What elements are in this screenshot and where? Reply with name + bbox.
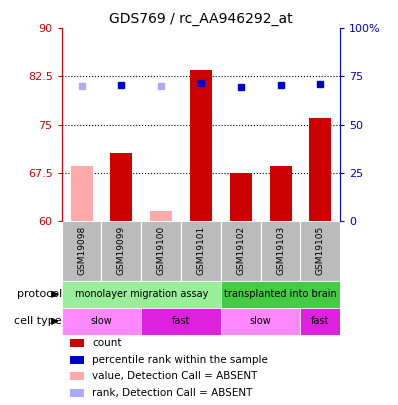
Text: GSM19101: GSM19101 [197, 226, 205, 275]
Bar [62, 281, 221, 308]
Text: protocol: protocol [17, 289, 62, 299]
Bar [70, 388, 84, 397]
Bar [62, 308, 141, 335]
Bar [71, 166, 92, 221]
Bar [300, 308, 340, 335]
Bar [221, 221, 261, 281]
Bar [101, 221, 141, 281]
Title: GDS769 / rc_AA946292_at: GDS769 / rc_AA946292_at [109, 12, 293, 26]
Bar [111, 153, 132, 221]
Bar [181, 221, 221, 281]
Text: rank, Detection Call = ABSENT: rank, Detection Call = ABSENT [92, 388, 253, 398]
Text: fast: fast [172, 316, 190, 326]
Bar [141, 221, 181, 281]
Bar [70, 372, 84, 380]
Bar [221, 281, 340, 308]
Text: cell type: cell type [14, 316, 62, 326]
Text: GSM19103: GSM19103 [276, 226, 285, 275]
Text: count: count [92, 338, 122, 348]
Bar [190, 70, 212, 221]
Text: GSM19099: GSM19099 [117, 226, 126, 275]
Bar [150, 211, 172, 221]
Text: slow: slow [91, 316, 112, 326]
Bar [70, 356, 84, 364]
Text: GSM19100: GSM19100 [157, 226, 166, 275]
Text: transplanted into brain: transplanted into brain [224, 289, 337, 299]
Text: fast: fast [311, 316, 330, 326]
Text: slow: slow [250, 316, 271, 326]
Text: monolayer migration assay: monolayer migration assay [74, 289, 208, 299]
Bar [270, 166, 291, 221]
Bar [221, 308, 300, 335]
Bar [300, 221, 340, 281]
Bar [141, 308, 221, 335]
Text: value, Detection Call = ABSENT: value, Detection Call = ABSENT [92, 371, 258, 381]
Bar [261, 221, 300, 281]
Text: GSM19098: GSM19098 [77, 226, 86, 275]
Bar [70, 339, 84, 347]
Text: GSM19102: GSM19102 [236, 226, 245, 275]
Text: GSM19105: GSM19105 [316, 226, 325, 275]
Text: percentile rank within the sample: percentile rank within the sample [92, 355, 268, 364]
Bar [230, 173, 252, 221]
Bar [62, 221, 101, 281]
Bar [310, 118, 332, 221]
